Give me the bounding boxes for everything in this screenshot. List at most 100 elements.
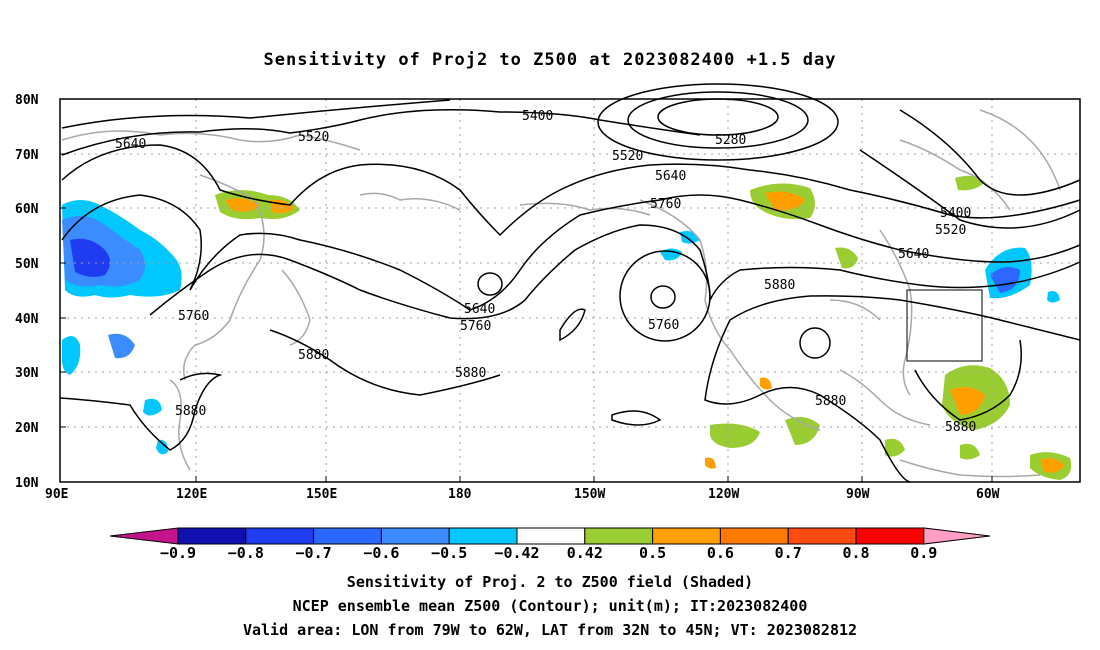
- colorbar-label: 0.5: [639, 544, 666, 562]
- lat-label-70n: 70N: [15, 148, 39, 163]
- coast-south-china: [169, 379, 191, 471]
- contour-label: 5400: [940, 206, 971, 221]
- contour-5640-south: [61, 194, 1081, 311]
- pos-region-atlantic-south-core: [1040, 458, 1065, 473]
- contour-5640-low: [477, 272, 503, 296]
- lat-label-30n: 30N: [15, 366, 39, 381]
- coast-south-america: [899, 459, 1041, 478]
- coast-siberia: [61, 130, 361, 151]
- contour-labels: 5400 5520 5640 5280 5520 5640 5760 5400 …: [115, 109, 976, 435]
- contour-5880-pacific-cell2: [611, 410, 662, 426]
- contour-5880-na: [729, 295, 1081, 341]
- colorbar-label: −0.5: [431, 544, 467, 562]
- contour-5400-low: [627, 91, 809, 149]
- lat-label-40n: 40N: [15, 312, 39, 327]
- colorbar-segment: [652, 527, 721, 545]
- tick-marks: [60, 98, 993, 482]
- lon-label-150e: 150E: [306, 487, 337, 502]
- contour-5880-atlantic: [914, 339, 1022, 421]
- contour-5400-west: [61, 99, 451, 129]
- contour-5760: [149, 224, 1081, 320]
- colorbar-label: −0.6: [363, 544, 399, 562]
- colorbar-segment: [177, 527, 247, 545]
- map-frame: [59, 98, 1081, 483]
- contour-label: 5520: [935, 223, 966, 238]
- lon-label-90w: 90W: [846, 487, 870, 502]
- contour-5400-east: [899, 109, 1081, 196]
- contour-label: 5520: [612, 149, 643, 164]
- coastlines: [61, 109, 1061, 478]
- lon-labels: 90E 120E 150E 180 150W 120W 90W 60W: [45, 487, 1000, 502]
- contour-low-center: [650, 285, 676, 309]
- valid-area-box: [906, 289, 983, 362]
- pos-region-caribbean-core: [950, 386, 985, 415]
- colorbar-label: −0.8: [228, 544, 264, 562]
- lat-label-20n: 20N: [15, 421, 39, 436]
- colorbar-segment: [245, 527, 315, 545]
- contour-5880-pacific-cell: [559, 308, 586, 342]
- neg-region-atlantic-small: [1047, 291, 1060, 303]
- z500-contours: [59, 83, 1081, 483]
- contour-5880-mexico: [704, 319, 911, 483]
- colorbar-high-end: [923, 527, 991, 545]
- coast-aleutian: [359, 192, 461, 211]
- sensitivity-shading: [62, 175, 1072, 480]
- colorbar-labels: −0.9 −0.8 −0.7 −0.6 −0.5 −0.42 0.42 0.5 0.6 0.7 0.…: [160, 544, 937, 562]
- contour-label: 5760: [650, 197, 681, 212]
- gridlines: [60, 99, 1080, 482]
- contour-5880-high: [799, 327, 831, 359]
- colorbar-label: 0.6: [707, 544, 734, 562]
- contour-5880-pacific: [269, 329, 501, 396]
- pos-region-small: [705, 457, 716, 469]
- colorbar-segment: [719, 527, 789, 545]
- lat-label-50n: 50N: [15, 257, 39, 272]
- contour-label: 5640: [464, 302, 495, 317]
- colorbar-segment: [855, 527, 925, 545]
- coast-alaska: [519, 202, 651, 216]
- lon-label-180: 180: [448, 487, 472, 502]
- colorbar-segment: [787, 527, 857, 545]
- lon-label-90e: 90E: [45, 487, 68, 502]
- colorbar-label: 0.42: [567, 544, 603, 562]
- neg-region-atlantic-core: [990, 266, 1020, 293]
- lat-label-60n: 60N: [15, 202, 39, 217]
- pos-region-gulf: [785, 416, 820, 445]
- colorbar-low-end: [109, 527, 179, 545]
- pos-region-japan-sea-core: [225, 198, 260, 212]
- colorbar-label: 0.9: [910, 544, 937, 562]
- contour-label: 5880: [815, 394, 846, 409]
- pos-region-small-2: [960, 443, 980, 460]
- lon-label-120e: 120E: [176, 487, 207, 502]
- contour-5520-east: [859, 149, 1081, 229]
- lon-label-120w: 120W: [708, 487, 739, 502]
- contour-label: 5880: [455, 366, 486, 381]
- neg-region-asia-max: [70, 238, 110, 277]
- colorbar-label: −0.7: [296, 544, 332, 562]
- coast-great-lakes: [829, 299, 881, 321]
- pos-region-texas: [760, 377, 772, 390]
- lat-label-10n: 10N: [15, 476, 39, 491]
- coast-north-america-west: [639, 199, 821, 431]
- neg-region-china: [108, 333, 135, 359]
- lon-label-60w: 60W: [976, 487, 1000, 502]
- coast-gulf: [839, 369, 931, 426]
- coast-greenland: [979, 109, 1061, 191]
- colorbar-label: −0.42: [494, 544, 539, 562]
- colorbar-segment: [313, 527, 382, 545]
- caption-line-1: Sensitivity of Proj. 2 to Z500 field (Sh…: [346, 573, 754, 591]
- neg-region-small: [156, 439, 168, 455]
- caption-line-2: NCEP ensemble mean Z500 (Contour); unit(…: [292, 597, 808, 615]
- contour-label: 5400: [522, 109, 553, 124]
- coast-east-us: [879, 229, 913, 396]
- lat-labels: 80N 70N 60N 50N 40N 30N 20N 10N: [15, 93, 39, 491]
- contour-label: 5760: [460, 319, 491, 334]
- pos-region-mexico: [710, 423, 760, 448]
- colorbar-segment: [516, 527, 586, 545]
- coast-labrador: [899, 139, 1011, 211]
- contour-5520-west: [61, 109, 701, 156]
- contour-label: 5280: [715, 133, 746, 148]
- colorbar-segment: [584, 527, 654, 545]
- pos-region-cuba: [885, 438, 905, 457]
- contour-5880-asia: [59, 372, 223, 451]
